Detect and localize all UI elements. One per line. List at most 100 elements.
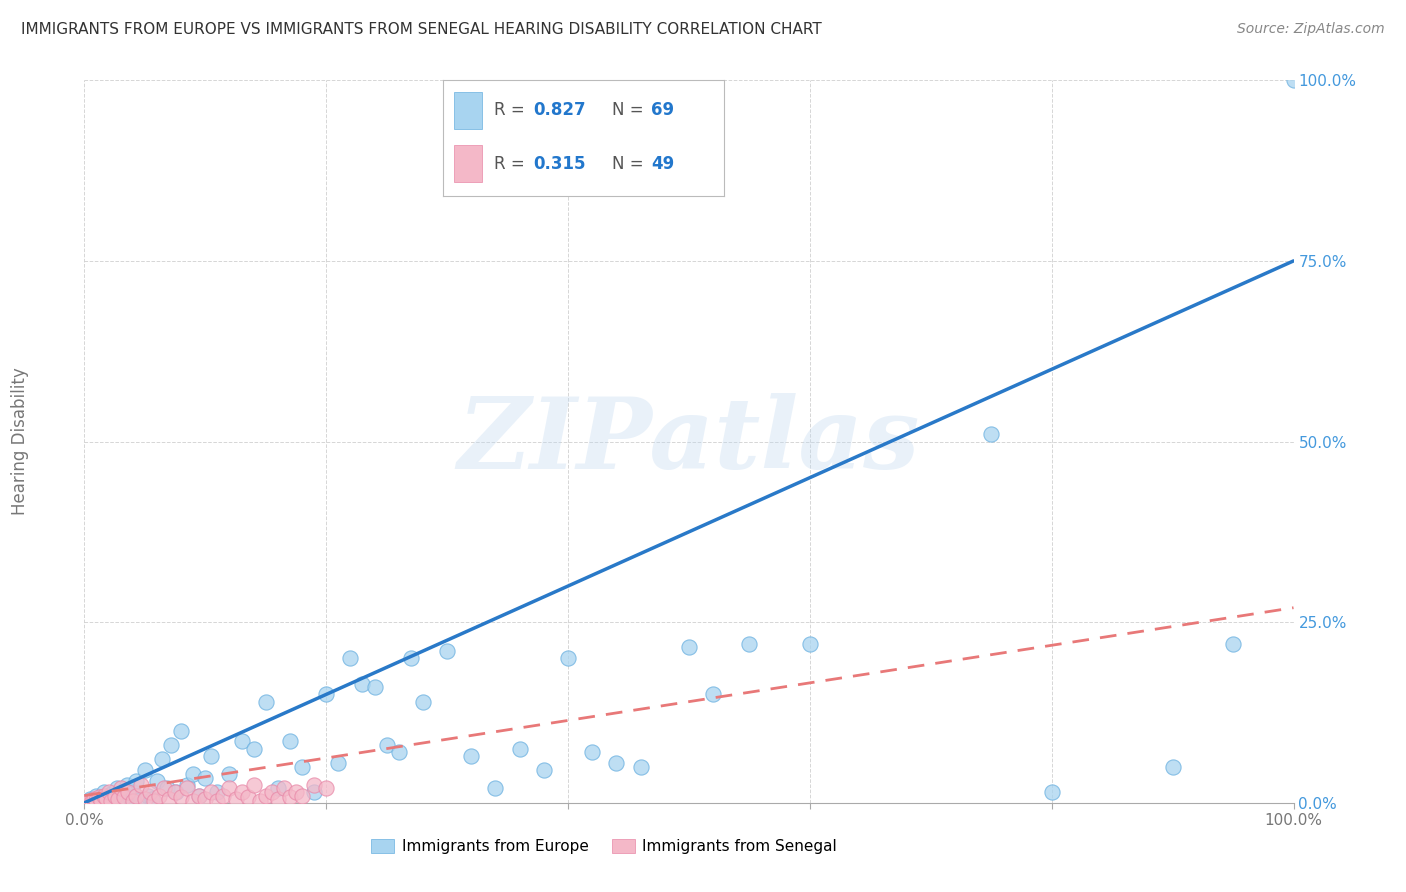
Point — [105, 781, 128, 796]
Point — [110, 789, 132, 803]
Point — [107, 792, 129, 806]
FancyBboxPatch shape — [454, 145, 482, 182]
Point — [231, 785, 253, 799]
Point — [115, 778, 138, 792]
Point — [436, 644, 458, 658]
Text: N =: N = — [612, 155, 648, 173]
Point — [86, 789, 108, 803]
FancyBboxPatch shape — [454, 92, 482, 129]
Point — [200, 748, 222, 763]
Point — [134, 764, 156, 778]
Point — [97, 785, 120, 799]
Point — [339, 651, 361, 665]
Point — [980, 427, 1002, 442]
Point — [125, 774, 148, 789]
Point — [138, 789, 160, 803]
Point — [484, 781, 506, 796]
Point — [254, 695, 277, 709]
Point — [231, 734, 253, 748]
Text: 69: 69 — [651, 102, 673, 120]
Text: R =: R = — [494, 155, 530, 173]
Point — [121, 794, 143, 808]
Point — [181, 767, 204, 781]
Point — [200, 785, 222, 799]
Point — [176, 781, 198, 796]
Point — [94, 791, 117, 805]
Point — [194, 792, 217, 806]
Point — [90, 794, 112, 808]
Point — [188, 789, 211, 803]
Point — [581, 745, 603, 759]
Point — [605, 756, 627, 770]
Point — [104, 789, 127, 803]
Point — [278, 734, 301, 748]
Point — [86, 793, 108, 807]
Point — [112, 790, 135, 805]
Point — [1282, 73, 1305, 87]
Point — [399, 651, 422, 665]
Point — [291, 789, 314, 803]
Point — [1161, 760, 1184, 774]
Point — [328, 756, 350, 770]
Y-axis label: Hearing Disability: Hearing Disability — [11, 368, 28, 516]
Point — [79, 792, 101, 806]
Point — [138, 785, 160, 799]
Point — [104, 792, 127, 806]
Point — [87, 793, 110, 807]
Point — [148, 789, 170, 803]
Point — [143, 794, 166, 808]
Point — [509, 741, 531, 756]
Point — [157, 792, 180, 806]
Point — [1222, 637, 1244, 651]
Point — [557, 651, 579, 665]
Point — [242, 741, 264, 756]
Text: R =: R = — [494, 102, 530, 120]
Point — [363, 680, 385, 694]
Point — [218, 767, 240, 781]
Point — [76, 795, 98, 809]
Point — [77, 794, 100, 808]
Point — [94, 791, 117, 805]
Text: 0.315: 0.315 — [533, 155, 585, 173]
Point — [285, 785, 308, 799]
Point — [150, 752, 173, 766]
Point — [80, 794, 103, 808]
Text: N =: N = — [612, 102, 648, 120]
Point — [412, 695, 434, 709]
Point — [100, 794, 122, 808]
Point — [278, 790, 301, 805]
Point — [678, 640, 700, 655]
Point — [188, 789, 211, 803]
Point — [170, 790, 193, 805]
Point — [120, 790, 142, 805]
Text: 49: 49 — [651, 155, 675, 173]
Point — [1040, 785, 1063, 799]
Point — [254, 789, 277, 803]
Point — [212, 789, 235, 803]
Point — [267, 792, 290, 806]
Point — [160, 738, 183, 752]
Point — [249, 794, 271, 808]
Point — [83, 792, 105, 806]
Point — [93, 789, 115, 803]
Point — [134, 792, 156, 806]
Point — [460, 748, 482, 763]
Point — [388, 745, 411, 759]
Legend: Immigrants from Europe, Immigrants from Senegal: Immigrants from Europe, Immigrants from … — [366, 833, 844, 860]
Point — [207, 785, 229, 799]
Point — [375, 738, 398, 752]
Point — [302, 778, 325, 792]
Point — [799, 637, 821, 651]
Text: ZIPatlas: ZIPatlas — [458, 393, 920, 490]
Point — [90, 790, 112, 805]
Point — [236, 790, 259, 805]
Point — [165, 785, 187, 799]
Point — [352, 676, 374, 690]
Point — [267, 781, 290, 796]
Point — [176, 778, 198, 792]
Point — [242, 778, 264, 792]
Point — [141, 792, 163, 806]
Point — [225, 792, 247, 806]
Point — [291, 760, 314, 774]
Point — [117, 785, 139, 799]
